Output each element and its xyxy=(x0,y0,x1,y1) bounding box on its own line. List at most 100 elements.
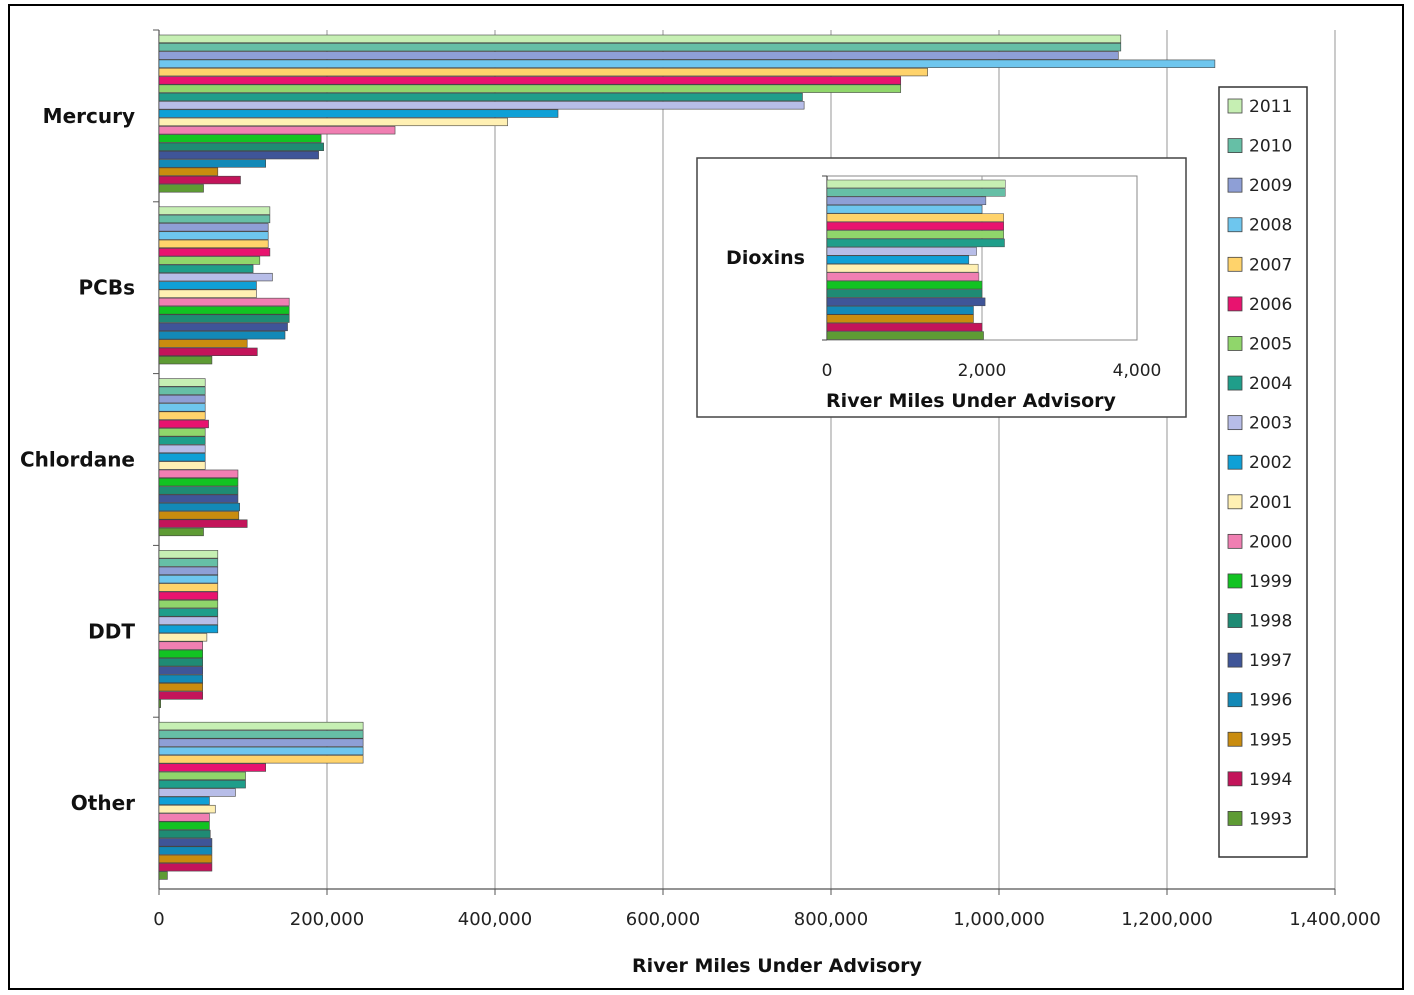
bar-2004-ddt xyxy=(158,608,219,617)
bar-1998-chlordane xyxy=(158,486,239,495)
bar-2001-chlordane xyxy=(158,461,206,470)
bar-1998-pcbs xyxy=(158,314,290,323)
bar-1993-pcbs xyxy=(158,355,213,365)
legend-swatch-2007 xyxy=(1227,256,1243,272)
legend-label-1996: 1996 xyxy=(1249,691,1292,711)
legend-label-2000: 2000 xyxy=(1249,532,1292,552)
bar-2008-mercury xyxy=(158,59,1216,68)
bar-2004-pcbs xyxy=(158,264,254,273)
bar-2000-chlordane xyxy=(158,469,239,478)
bar-2007-mercury xyxy=(158,67,928,77)
bar-2010-mercury xyxy=(158,43,1122,52)
legend-swatch-1997 xyxy=(1227,652,1243,668)
legend-label-2004: 2004 xyxy=(1249,374,1292,394)
category-label: Mercury xyxy=(43,104,135,128)
bar-1993-other xyxy=(158,871,168,880)
legend-swatch-2001 xyxy=(1227,494,1243,510)
bar-2006-ddt xyxy=(158,591,219,600)
inset-bar-2001 xyxy=(826,263,979,273)
legend-label-1995: 1995 xyxy=(1249,730,1292,750)
bar-1994-other xyxy=(158,863,213,872)
legend-label-2008: 2008 xyxy=(1249,216,1292,236)
legend-label-2002: 2002 xyxy=(1249,453,1292,473)
bar-2010-other xyxy=(158,730,364,739)
bar-2005-pcbs xyxy=(158,256,261,265)
legend-swatch-1994 xyxy=(1227,771,1243,787)
bar-2009-ddt xyxy=(158,566,219,576)
bar-2008-pcbs xyxy=(158,231,269,240)
x-tick-label: 1,000,000 xyxy=(953,909,1045,930)
legend-swatch-2000 xyxy=(1227,533,1243,549)
bar-2006-pcbs xyxy=(158,248,271,257)
legend-label-1997: 1997 xyxy=(1249,651,1292,671)
bar-1995-mercury xyxy=(158,167,219,176)
bar-2006-chlordane xyxy=(158,419,209,429)
legend-swatch-2011 xyxy=(1227,98,1243,114)
bar-1994-chlordane xyxy=(158,519,248,528)
inset-bar-2004 xyxy=(826,238,1005,248)
legend-swatch-1996 xyxy=(1227,692,1243,708)
bar-1998-ddt xyxy=(158,658,203,667)
inset-bar-1999 xyxy=(826,280,983,290)
inset-x-tick-label: 2,000 xyxy=(958,361,1007,381)
bar-2008-other xyxy=(158,746,364,756)
legend-label-2009: 2009 xyxy=(1249,176,1292,196)
bar-2003-ddt xyxy=(158,616,219,625)
bar-2011-pcbs xyxy=(158,206,271,215)
bar-1996-other xyxy=(158,846,213,855)
bar-2010-chlordane xyxy=(158,386,206,395)
legend-swatch-2006 xyxy=(1227,296,1243,312)
bar-2001-mercury xyxy=(158,117,508,127)
legend-label-2001: 2001 xyxy=(1249,493,1292,513)
bar-2005-mercury xyxy=(158,84,902,93)
inset-bar-2006 xyxy=(826,221,1004,231)
bar-1997-pcbs xyxy=(158,322,288,332)
inset-bar-1994 xyxy=(826,322,983,332)
bar-2009-chlordane xyxy=(158,394,206,404)
inset-bar-2009 xyxy=(826,196,987,206)
bar-2003-pcbs xyxy=(158,272,273,282)
bar-2007-other xyxy=(158,755,364,764)
bar-2011-ddt xyxy=(158,550,219,559)
category-label: PCBs xyxy=(79,276,135,300)
inset-category-label: Dioxins xyxy=(726,247,805,269)
bar-1993-ddt xyxy=(158,699,161,708)
bar-1996-mercury xyxy=(158,159,266,168)
legend-label-1998: 1998 xyxy=(1249,612,1292,632)
bar-2010-pcbs xyxy=(158,214,271,224)
x-axis-title: River Miles Under Advisory xyxy=(632,955,923,977)
legend-label-2003: 2003 xyxy=(1249,414,1292,434)
legend-swatch-2003 xyxy=(1227,415,1243,431)
bar-1996-ddt xyxy=(158,674,203,683)
bar-2009-other xyxy=(158,738,364,747)
inset-bar-2005 xyxy=(826,230,1004,239)
legend-swatch-1999 xyxy=(1227,573,1243,589)
bar-2004-mercury xyxy=(158,92,803,102)
legend-swatch-2008 xyxy=(1227,217,1243,233)
bar-1998-mercury xyxy=(158,142,324,151)
x-tick-label: 400,000 xyxy=(458,909,532,930)
bar-1996-chlordane xyxy=(158,502,240,512)
legend-label-2011: 2011 xyxy=(1249,97,1292,117)
inset-bar-2002 xyxy=(826,255,970,264)
bar-2005-chlordane xyxy=(158,428,206,437)
inset-bar-1995 xyxy=(826,314,974,323)
bar-1997-mercury xyxy=(158,150,319,160)
bar-2002-pcbs xyxy=(158,281,257,290)
bar-1996-pcbs xyxy=(158,331,286,340)
bar-2007-ddt xyxy=(158,583,219,592)
inset-bar-1997 xyxy=(826,297,986,307)
legend-label-1994: 1994 xyxy=(1249,770,1292,790)
x-tick-label: 200,000 xyxy=(290,909,364,930)
bar-1993-chlordane xyxy=(158,527,204,537)
bar-1999-chlordane xyxy=(158,477,239,487)
inset-x-tick-label: 4,000 xyxy=(1113,361,1162,381)
bar-2005-other xyxy=(158,771,246,781)
bar-1999-other xyxy=(158,821,210,830)
category-label: Other xyxy=(71,791,135,815)
bar-2002-mercury xyxy=(158,109,559,118)
legend-label-1999: 1999 xyxy=(1249,572,1292,592)
bar-2010-ddt xyxy=(158,558,219,567)
bar-2000-mercury xyxy=(158,126,396,135)
